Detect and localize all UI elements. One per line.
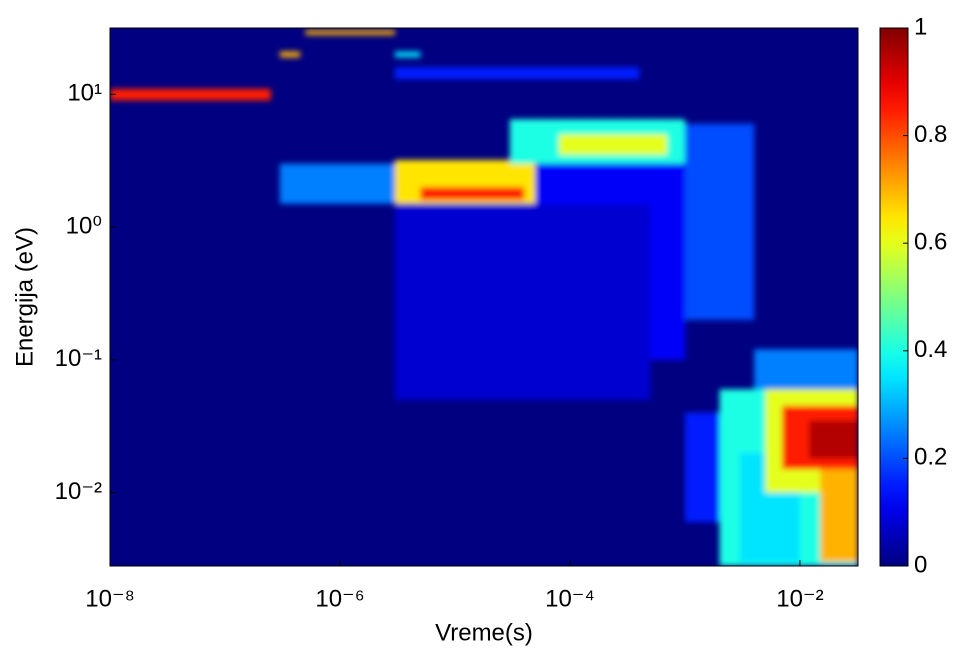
colorbar-tick-label: 0.2	[914, 444, 947, 471]
x-tick-label: 10⁻⁴	[545, 585, 595, 612]
heat-cell	[394, 67, 640, 80]
colorbar-tick-label: 1	[914, 13, 927, 40]
heat-cell	[684, 123, 755, 320]
heatmap	[110, 30, 858, 566]
y-axis-label: Energija (eV)	[11, 227, 38, 367]
y-tick-label: 10⁰	[66, 212, 102, 239]
heat-cell	[809, 420, 858, 459]
plot-frame	[109, 27, 859, 567]
y-tick-label: 10⁻¹	[55, 345, 102, 372]
heat-cell	[420, 187, 525, 200]
colorbar	[879, 27, 909, 567]
heat-cell	[394, 51, 421, 58]
colorbar-tick-label: 0	[914, 551, 927, 578]
colorbar-tick-label: 0.4	[914, 336, 947, 363]
heat-cell	[394, 203, 651, 400]
heat-cell	[305, 30, 395, 35]
y-tick-label: 10⁻²	[55, 478, 102, 505]
heat-cell	[279, 51, 301, 58]
heat-cell	[754, 349, 858, 390]
x-tick-label: 10⁻²	[776, 585, 823, 612]
x-axis-label: Vreme(s)	[435, 619, 533, 646]
heat-cell	[279, 163, 395, 204]
heat-cell	[820, 469, 858, 563]
y-tick-label: 10¹	[67, 80, 102, 107]
heat-cell	[110, 88, 271, 101]
colorbar-tick-label: 0.8	[914, 121, 947, 148]
colorbar-tick-label: 0.6	[914, 229, 947, 256]
x-tick-label: 10⁻⁶	[315, 585, 364, 612]
heat-cell	[558, 134, 668, 155]
x-tick-label: 10⁻⁸	[85, 585, 135, 612]
